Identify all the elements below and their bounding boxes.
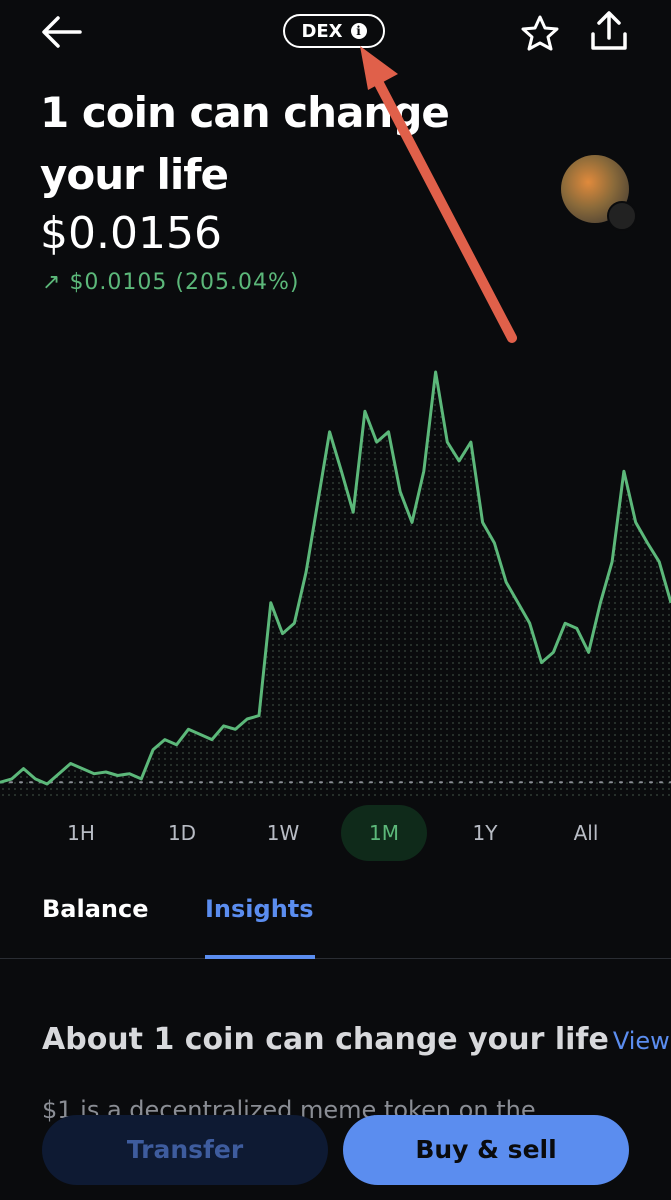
network-badge [607, 201, 637, 231]
back-button[interactable] [40, 14, 84, 50]
price-area [0, 372, 671, 800]
tab-indicator [205, 955, 315, 959]
range-option[interactable]: All [573, 821, 599, 845]
tab-balance[interactable]: Balance [42, 895, 149, 923]
price-line [0, 370, 671, 786]
range-option[interactable]: 1Y [472, 821, 498, 845]
about-title: About 1 coin can change your life [42, 1022, 609, 1057]
price-chart [0, 370, 671, 800]
price-change: ↗ $0.0105 (205.04%) [42, 270, 300, 295]
annotation-arrow [360, 46, 517, 343]
info-icon: i [350, 23, 367, 39]
range-option[interactable]: 1W [266, 821, 300, 845]
range-option[interactable]: 1D [167, 821, 197, 845]
favorite-button[interactable] [520, 14, 560, 52]
range-option[interactable]: 1M [341, 805, 427, 861]
dex-badge[interactable]: DEX i [283, 14, 385, 48]
share-button[interactable] [588, 10, 630, 52]
view-more-link[interactable]: View more [612, 1027, 671, 1055]
tab-insights[interactable]: Insights [205, 895, 314, 923]
coin-price: $0.0156 [40, 208, 222, 259]
range-selector: 1H 1D 1W 1M 1Y All [0, 805, 671, 861]
dex-label: DEX [301, 20, 343, 42]
range-option[interactable]: 1H [67, 821, 95, 845]
change-value: $0.0105 (205.04%) [69, 270, 300, 295]
transfer-button[interactable]: Transfer [42, 1115, 328, 1185]
buy-sell-button[interactable]: Buy & sell [343, 1115, 629, 1185]
tab-divider [0, 958, 671, 959]
